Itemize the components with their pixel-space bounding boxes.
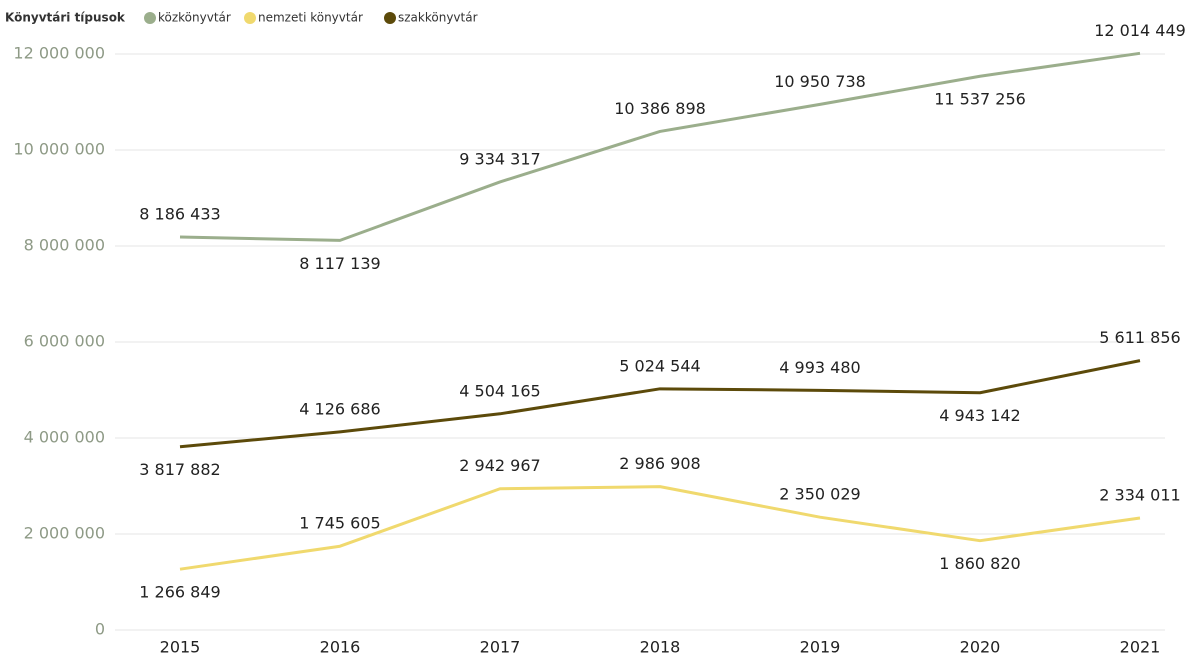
data-label: 4 504 165 xyxy=(459,381,540,400)
legend-label: nemzeti könyvtár xyxy=(258,11,363,25)
data-label: 8 117 139 xyxy=(299,254,380,273)
data-label: 3 817 882 xyxy=(139,460,220,479)
data-label: 1 745 605 xyxy=(299,514,380,533)
x-tick-label: 2018 xyxy=(640,638,681,657)
legend-label: szakkönyvtár xyxy=(398,11,478,25)
data-label: 11 537 256 xyxy=(934,90,1026,109)
legend-marker xyxy=(144,12,156,24)
data-label: 5 024 544 xyxy=(619,356,700,375)
legend-title: Könyvtári típusok xyxy=(5,11,126,25)
x-tick-label: 2016 xyxy=(320,638,361,657)
data-label: 4 943 142 xyxy=(939,406,1020,425)
data-label: 2 942 967 xyxy=(459,456,540,475)
data-label: 2 986 908 xyxy=(619,454,700,473)
legend-marker xyxy=(244,12,256,24)
y-tick-label: 2 000 000 xyxy=(24,524,105,543)
data-label: 1 860 820 xyxy=(939,554,1020,573)
data-label: 1 266 849 xyxy=(139,583,220,602)
x-tick-label: 2021 xyxy=(1120,638,1161,657)
y-tick-label: 10 000 000 xyxy=(13,140,105,159)
x-tick-label: 2019 xyxy=(800,638,841,657)
y-tick-label: 6 000 000 xyxy=(24,332,105,351)
data-label: 4 993 480 xyxy=(779,358,860,377)
data-label: 10 950 738 xyxy=(774,72,866,91)
y-tick-label: 4 000 000 xyxy=(24,428,105,447)
data-label: 4 126 686 xyxy=(299,399,380,418)
data-label: 8 186 433 xyxy=(139,205,220,224)
x-tick-label: 2015 xyxy=(160,638,201,657)
data-label: 9 334 317 xyxy=(459,149,540,168)
y-tick-label: 12 000 000 xyxy=(13,44,105,63)
series-line xyxy=(179,51,1141,242)
series-line xyxy=(179,485,1141,571)
x-tick-label: 2020 xyxy=(960,638,1001,657)
data-label: 12 014 449 xyxy=(1094,21,1186,40)
y-tick-label: 8 000 000 xyxy=(24,236,105,255)
data-label: 2 334 011 xyxy=(1099,485,1180,504)
x-tick-label: 2017 xyxy=(480,638,521,657)
y-tick-label: 0 xyxy=(95,620,105,639)
series-line xyxy=(179,359,1141,449)
data-label: 2 350 029 xyxy=(779,485,860,504)
data-label: 5 611 856 xyxy=(1099,328,1180,347)
legend-label: közkönyvtár xyxy=(158,11,231,25)
data-label: 10 386 898 xyxy=(614,99,706,118)
legend-marker xyxy=(384,12,396,24)
